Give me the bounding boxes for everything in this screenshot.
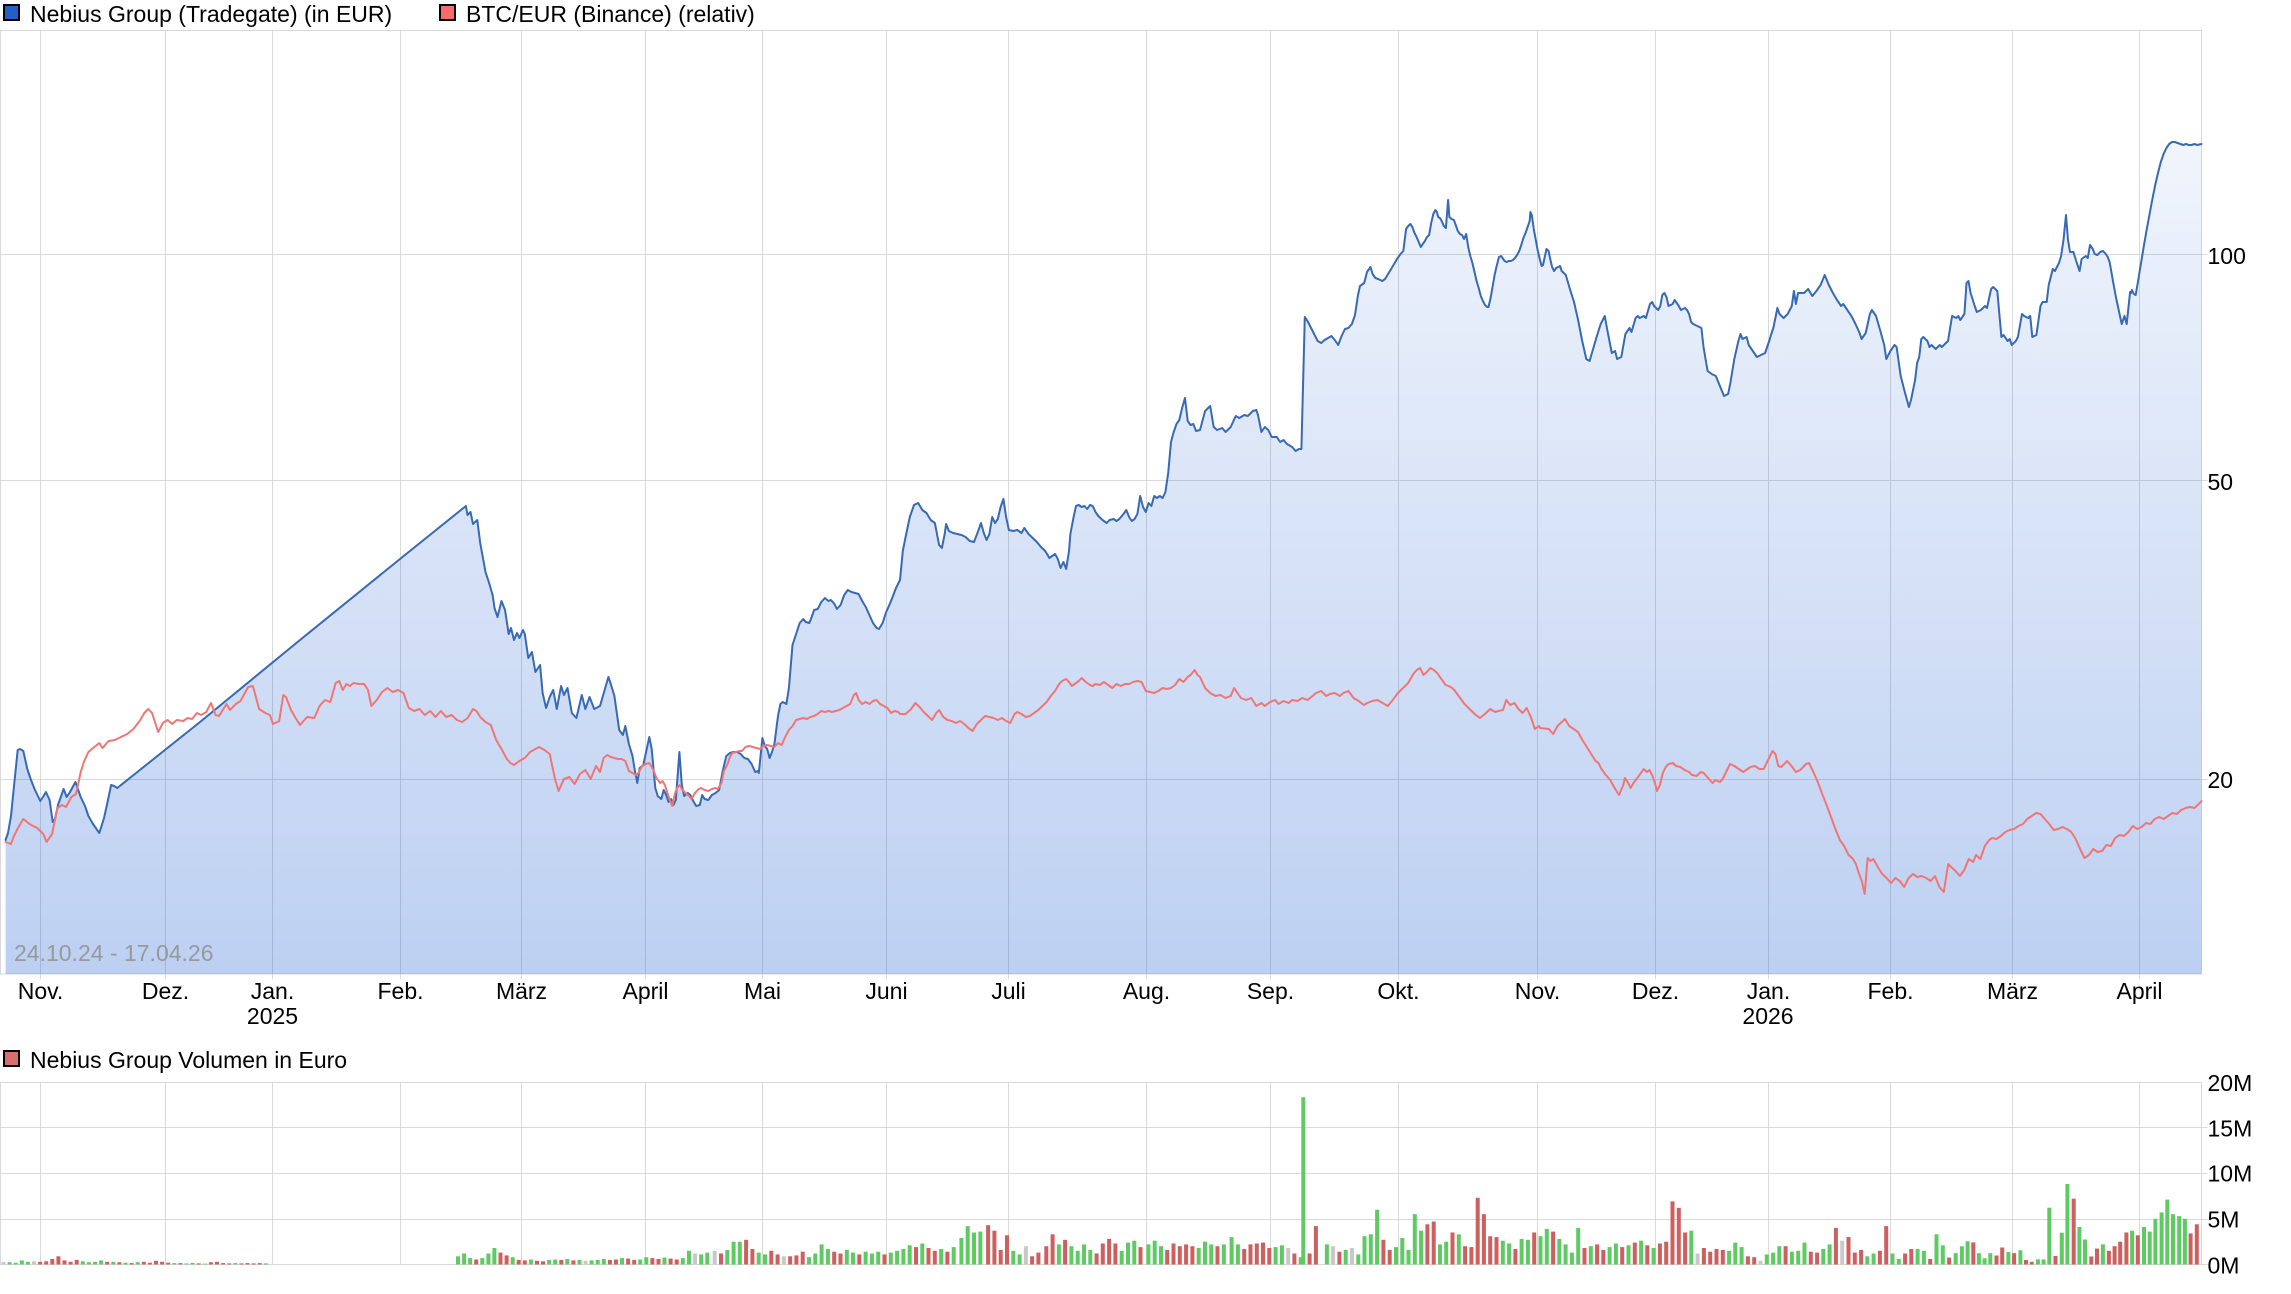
svg-text:Sep.: Sep. [1247,978,1294,1004]
svg-text:20M: 20M [2208,1070,2253,1096]
svg-text:2025: 2025 [247,1003,298,1029]
svg-text:April: April [622,978,668,1004]
svg-text:Nov.: Nov. [1515,978,1561,1004]
svg-text:5M: 5M [2208,1207,2240,1233]
svg-text:Feb.: Feb. [1867,978,1913,1004]
svg-text:20: 20 [2208,767,2234,793]
svg-text:Nebius Group (Tradegate) (in E: Nebius Group (Tradegate) (in EUR) [30,1,392,27]
svg-text:100: 100 [2208,243,2246,269]
svg-text:Dez.: Dez. [1632,978,1679,1004]
svg-text:Jan.: Jan. [251,978,294,1004]
svg-text:März: März [496,978,547,1004]
svg-text:Dez.: Dez. [142,978,189,1004]
svg-text:Nov.: Nov. [18,978,64,1004]
svg-text:2026: 2026 [1742,1003,1793,1029]
svg-text:Nebius Group Volumen in Euro: Nebius Group Volumen in Euro [30,1047,347,1073]
svg-text:Juni: Juni [865,978,907,1004]
svg-text:50: 50 [2208,469,2234,495]
svg-text:BTC/EUR (Binance) (relativ): BTC/EUR (Binance) (relativ) [466,1,755,27]
svg-text:0M: 0M [2208,1253,2240,1279]
svg-text:April: April [2116,978,2162,1004]
svg-text:Aug.: Aug. [1123,978,1170,1004]
svg-text:Juli: Juli [991,978,1026,1004]
svg-text:24.10.24 - 17.04.26: 24.10.24 - 17.04.26 [14,940,214,966]
svg-text:15M: 15M [2208,1116,2253,1142]
svg-text:Mai: Mai [744,978,781,1004]
svg-text:März: März [1987,978,2038,1004]
svg-text:Okt.: Okt. [1377,978,1419,1004]
svg-text:Feb.: Feb. [377,978,423,1004]
svg-text:Jan.: Jan. [1747,978,1790,1004]
svg-text:10M: 10M [2208,1161,2253,1187]
